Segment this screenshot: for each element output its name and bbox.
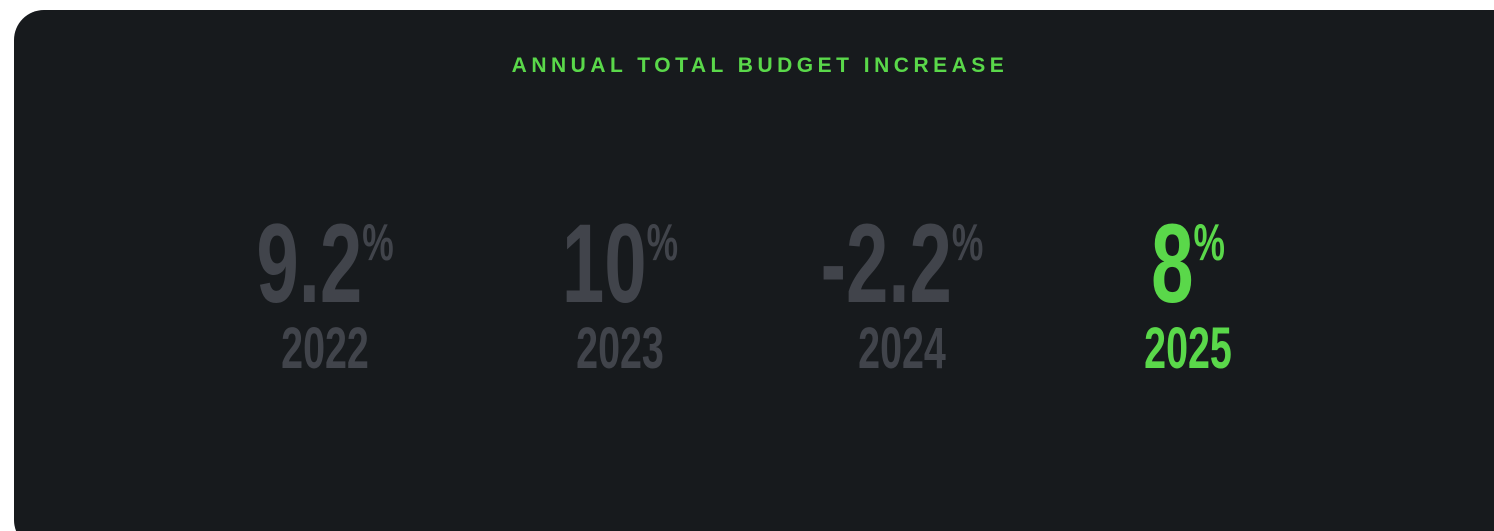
- stat-unit: %: [952, 214, 983, 271]
- stat: 8%2025: [1144, 201, 1232, 380]
- stat-value: -2.2%: [821, 201, 984, 326]
- stat-unit: %: [362, 214, 393, 271]
- stat: 10%2023: [562, 201, 678, 380]
- stat-year: 2022: [281, 315, 369, 380]
- panel-title: ANNUAL TOTAL BUDGET INCREASE: [512, 54, 1009, 77]
- stat: 9.2%2022: [256, 201, 393, 380]
- stat-value: 8%: [1151, 201, 1225, 326]
- stat-number: 9.2: [256, 201, 362, 326]
- stat-number: 10: [562, 201, 647, 326]
- stat-year: 2025: [1144, 315, 1232, 380]
- stat: -2.2%2024: [821, 201, 984, 380]
- stat-year: 2024: [858, 315, 946, 380]
- stat-unit: %: [1193, 214, 1224, 271]
- stat-number: -2.2: [821, 201, 952, 326]
- panel-background: [14, 10, 1494, 531]
- stat-number: 8: [1151, 201, 1193, 326]
- stat-value: 9.2%: [256, 201, 393, 326]
- stat-value: 10%: [562, 201, 678, 326]
- stat-unit: %: [647, 214, 678, 271]
- stat-year: 2023: [576, 315, 664, 380]
